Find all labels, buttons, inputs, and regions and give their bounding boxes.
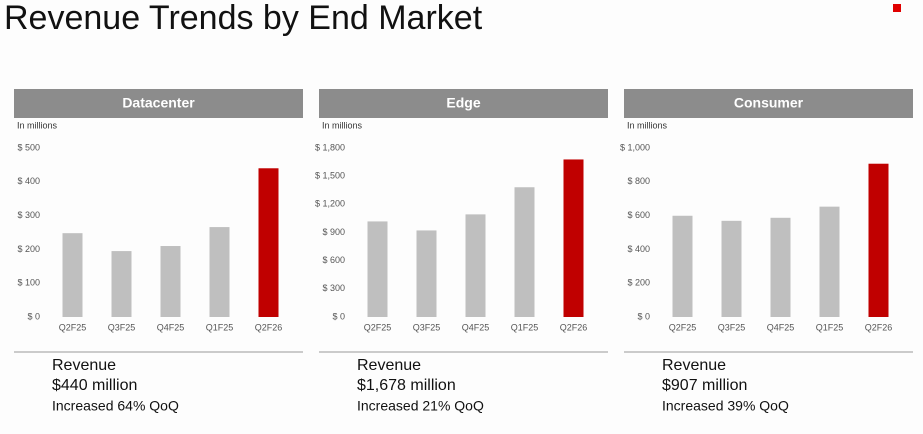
y-tick-label: $ 1,500 — [315, 171, 345, 181]
x-tick-label: Q2F26 — [560, 322, 588, 332]
panel-title: Consumer — [734, 95, 804, 111]
x-tick-label: Q1F25 — [511, 322, 539, 332]
bar — [770, 217, 791, 317]
summary-label: Revenue — [357, 357, 421, 374]
y-tick-label: $ 200 — [17, 244, 40, 254]
x-tick-label: Q2F25 — [669, 322, 697, 332]
panel-title: Edge — [446, 95, 480, 111]
y-tick-label: $ 300 — [17, 210, 40, 220]
summary-label: Revenue — [662, 357, 726, 374]
bar — [868, 163, 889, 317]
panel-title: Datacenter — [122, 95, 195, 111]
summary-amount: $907 million — [662, 377, 747, 394]
slide-title: Revenue Trends by End Market — [4, 0, 483, 37]
y-tick-label: $ 200 — [627, 278, 650, 288]
y-tick-label: $ 900 — [322, 227, 345, 237]
bar — [514, 187, 535, 317]
y-axis-label: In millions — [322, 120, 363, 130]
x-tick-label: Q4F25 — [462, 322, 490, 332]
x-tick-label: Q4F25 — [767, 322, 795, 332]
x-tick-label: Q1F25 — [816, 322, 844, 332]
y-tick-label: $ 0 — [27, 311, 40, 321]
y-tick-label: $ 1,200 — [315, 199, 345, 209]
y-tick-label: $ 1,800 — [315, 142, 345, 152]
panel-header — [319, 89, 608, 118]
y-tick-label: $ 600 — [627, 210, 650, 220]
y-tick-label: $ 0 — [332, 311, 345, 321]
x-tick-label: Q2F26 — [255, 322, 283, 332]
x-tick-label: Q3F25 — [108, 322, 136, 332]
x-tick-label: Q3F25 — [413, 322, 441, 332]
y-axis-label: In millions — [17, 120, 58, 130]
x-tick-label: Q2F25 — [364, 322, 392, 332]
bar — [111, 251, 132, 317]
y-tick-label: $ 600 — [322, 255, 345, 265]
y-tick-label: $ 500 — [17, 142, 40, 152]
bar — [367, 221, 388, 317]
bar — [672, 215, 693, 317]
x-tick-label: Q4F25 — [157, 322, 185, 332]
y-tick-label: $ 400 — [627, 244, 650, 254]
bar — [160, 246, 181, 317]
panel-header — [624, 89, 913, 118]
summary-change: Increased 21% QoQ — [357, 398, 484, 414]
bar — [416, 230, 437, 317]
x-tick-label: Q2F25 — [59, 322, 87, 332]
x-tick-label: Q2F26 — [865, 322, 893, 332]
bar — [819, 206, 840, 317]
logo-square — [893, 4, 901, 12]
summary-change: Increased 39% QoQ — [662, 398, 789, 414]
bar — [62, 233, 83, 317]
bar — [563, 159, 584, 317]
x-tick-label: Q3F25 — [718, 322, 746, 332]
summary-amount: $440 million — [52, 377, 137, 394]
y-tick-label: $ 100 — [17, 278, 40, 288]
bar — [258, 168, 279, 317]
y-tick-label: $ 0 — [637, 311, 650, 321]
x-tick-label: Q1F25 — [206, 322, 234, 332]
summary-change: Increased 64% QoQ — [52, 398, 179, 414]
summary-label: Revenue — [52, 357, 116, 374]
summary-amount: $1,678 million — [357, 377, 456, 394]
y-tick-label: $ 1,000 — [620, 142, 650, 152]
y-axis-label: In millions — [627, 120, 668, 130]
y-tick-label: $ 400 — [17, 176, 40, 186]
bar — [721, 220, 742, 317]
y-tick-label: $ 300 — [322, 283, 345, 293]
bar — [209, 227, 230, 317]
panel-header — [14, 89, 303, 118]
bar — [465, 214, 486, 317]
y-tick-label: $ 800 — [627, 176, 650, 186]
